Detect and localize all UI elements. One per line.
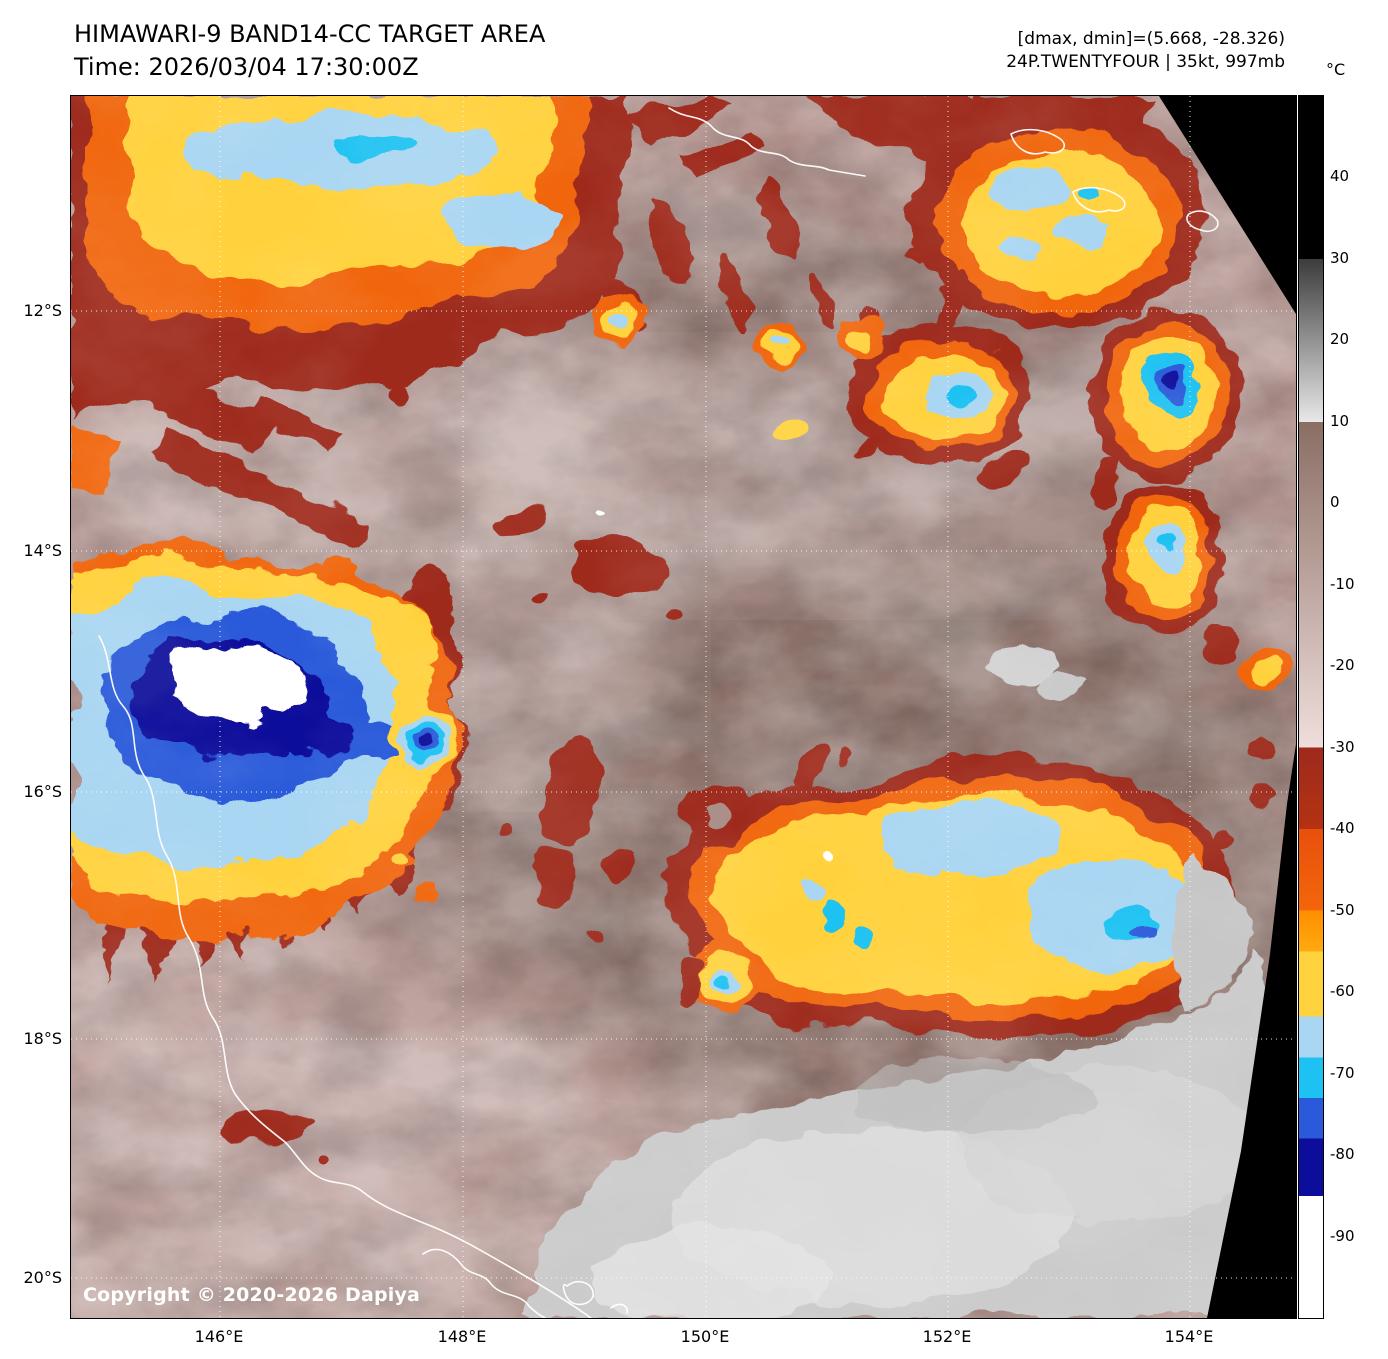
no-data-region-northeast: [1159, 96, 1296, 314]
x-axis-tick-label: 146°E: [194, 1327, 244, 1346]
header-right: [dmax, dmin]=(5.668, -28.326) 24P.TWENTY…: [1006, 28, 1285, 74]
colorbar-tick-label: 40: [1330, 167, 1350, 186]
colorbar-tick-label: -80: [1330, 1145, 1355, 1164]
storm-info: 24P.TWENTYFOUR | 35kt, 997mb: [1006, 52, 1285, 72]
coastline-island-ne-2: [1072, 186, 1126, 213]
cloud-texture-overlay: [71, 96, 1296, 1318]
coastline-island-small-1: [562, 1280, 594, 1306]
coastline-island-small-2: [610, 1303, 629, 1314]
colorbar-tick-label: 20: [1330, 330, 1350, 349]
header-left: HIMAWARI-9 BAND14-CC TARGET AREA Time: 2…: [74, 18, 545, 84]
gridlines: [71, 96, 1296, 1318]
satellite-ir-image: [71, 96, 1296, 1318]
colorbar-unit-label: °C: [1326, 60, 1346, 79]
x-axis-tick-label: 148°E: [437, 1327, 487, 1346]
y-axis-tick-label: 12°S: [23, 301, 62, 320]
colorbar-tick-label: 30: [1330, 248, 1350, 267]
coastline-png-south: [422, 1248, 546, 1318]
x-axis-tick-label: 152°E: [922, 1327, 972, 1346]
colorbar-tick-label: -70: [1330, 1063, 1355, 1082]
product-title: HIMAWARI-9 BAND14-CC TARGET AREA: [74, 20, 546, 48]
colorbar-tick-label: -50: [1330, 900, 1355, 919]
colorbar-tick-label: -90: [1330, 1226, 1355, 1245]
colorbar-tick-label: -60: [1330, 982, 1355, 1001]
colorbar-tick-label: 0: [1330, 493, 1340, 512]
colorbar-tick-label: -20: [1330, 656, 1355, 675]
colorbar-tick-label: 10: [1330, 411, 1350, 430]
satellite-map: Copyright © 2020-2026 Dapiya: [70, 95, 1297, 1319]
colorbar-tick-label: -30: [1330, 737, 1355, 756]
y-axis-tick-label: 18°S: [23, 1029, 62, 1048]
colorbar-tick-label: -40: [1330, 819, 1355, 838]
colorbar-tick-label: -10: [1330, 574, 1355, 593]
coastlines: [98, 107, 1219, 1318]
copyright-text: Copyright © 2020-2026 Dapiya: [83, 1284, 421, 1306]
no-data-region-southeast: [1207, 744, 1296, 1318]
y-axis-tick-label: 20°S: [23, 1268, 62, 1287]
colorbar: [1298, 95, 1324, 1319]
x-axis-tick-label: 150°E: [680, 1327, 730, 1346]
coastline-island-ne-3: [1186, 210, 1219, 233]
coastline-queensland: [98, 635, 592, 1318]
product-time: Time: 2026/03/04 17:30:00Z: [74, 53, 419, 81]
dmax-dmin-readout: [dmax, dmin]=(5.668, -28.326): [1017, 29, 1285, 49]
coastline-island-ne-1: [1010, 128, 1065, 155]
x-axis-tick-label: 154°E: [1164, 1327, 1214, 1346]
coastline-png-north: [668, 107, 866, 177]
y-axis-tick-label: 14°S: [23, 541, 62, 560]
y-axis-tick-label: 16°S: [23, 782, 62, 801]
